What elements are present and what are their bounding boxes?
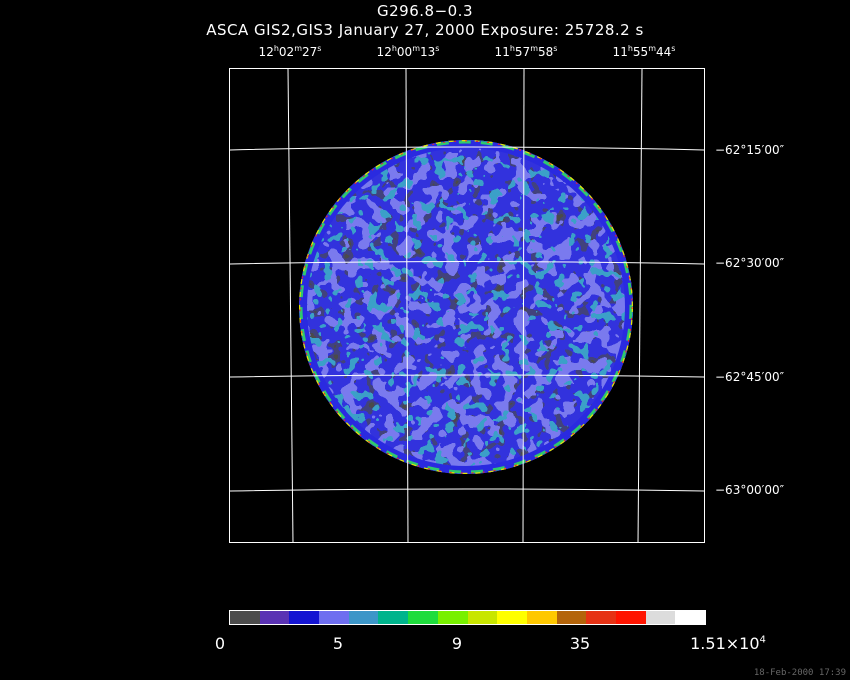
- colorbar-tick-max: 1.51×104: [690, 634, 766, 653]
- colorbar-segment: [408, 611, 438, 624]
- ra-tick-label-1: 12h02m27s: [258, 44, 322, 59]
- colorbar-segment: [437, 611, 468, 624]
- colorbar-segment: [497, 611, 527, 624]
- colorbar-segment: [615, 611, 646, 624]
- colorbar-tick-9: 9: [451, 634, 463, 653]
- colorbar-segment: [586, 611, 616, 624]
- colorbar-segment: [467, 611, 498, 624]
- colorbar-segment: [319, 611, 349, 624]
- timestamp: 18-Feb-2000 17:39: [753, 668, 846, 678]
- dec-tick-label-1: −62°15′00″: [715, 143, 785, 157]
- dec-tick-label-2: −62°30′00″: [715, 256, 785, 270]
- colorbar-segment: [230, 611, 260, 624]
- sky-map-frame[interactable]: [229, 68, 705, 543]
- ra-tick-label-4: 11h55m44s: [612, 44, 676, 59]
- colorbar-segment: [348, 611, 379, 624]
- colorbar-tick-35: 35: [569, 634, 591, 653]
- map-subtitle: ASCA GIS2,GIS3 January 27, 2000 Exposure…: [206, 21, 644, 39]
- colorbar-tick-0: 0: [214, 634, 226, 653]
- colorbar-segment: [526, 611, 557, 624]
- map-title: G296.8−0.3: [377, 2, 473, 20]
- dec-tick-label-4: −63°00′00″: [715, 483, 785, 497]
- colorbar: [229, 610, 706, 625]
- colorbar-segment: [259, 611, 290, 624]
- colorbar-segment: [556, 611, 587, 624]
- coordinate-grid: [230, 69, 704, 542]
- dec-tick-label-3: −62°45′00″: [715, 370, 785, 384]
- colorbar-segment: [378, 611, 409, 624]
- ra-tick-label-2: 12h00m13s: [376, 44, 440, 59]
- colorbar-segment: [289, 611, 320, 624]
- colorbar-segment: [675, 611, 705, 624]
- xray-image: [230, 69, 704, 542]
- colorbar-segment: [645, 611, 676, 624]
- ra-tick-label-3: 11h57m58s: [494, 44, 558, 59]
- colorbar-tick-5: 5: [332, 634, 344, 653]
